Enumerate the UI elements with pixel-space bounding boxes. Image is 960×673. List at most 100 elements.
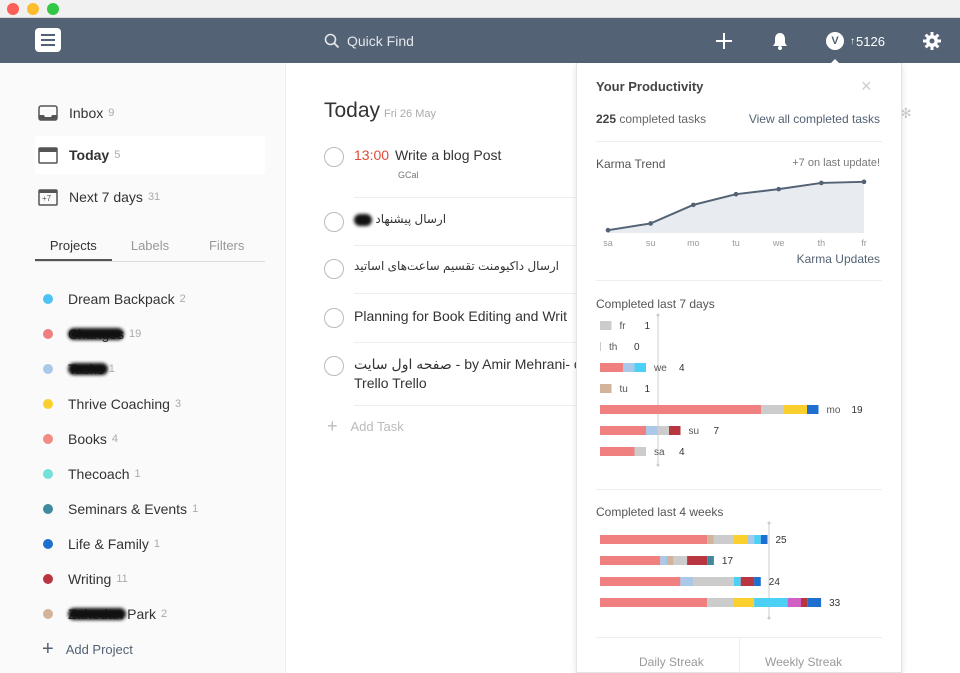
task-item[interactable]: 13:00 Write a blog Post	[324, 146, 584, 206]
project-label: Writing	[68, 571, 112, 587]
bar-category-label: tu	[620, 384, 628, 395]
project-count: 4	[111, 433, 119, 445]
gear-icon	[923, 32, 941, 50]
add-task-button[interactable]: + Add Task	[327, 416, 404, 437]
inbox-label: Inbox	[69, 105, 104, 121]
project-count: 19	[129, 328, 142, 340]
popover-caret	[828, 59, 842, 66]
add-task-button[interactable]	[713, 30, 735, 52]
calendar-icon	[37, 145, 59, 165]
karma-updates-link[interactable]: Karma Updates	[796, 252, 880, 266]
redacted-text	[68, 363, 108, 375]
karma-arrow: ↑	[850, 35, 855, 47]
tab-labels[interactable]: Labels	[130, 238, 170, 253]
add-project-button[interactable]: + Add Project	[42, 639, 133, 659]
today-label: Today	[69, 147, 110, 163]
sidebar-project[interactable]: Seminars & Events 1	[43, 499, 198, 519]
karma-point	[648, 221, 653, 226]
project-count: 3	[174, 398, 182, 410]
bar-segment	[734, 577, 741, 586]
main-content: Today Fri 26 May ✻ 13:00 Write a blog Post…	[287, 63, 960, 673]
task-checkbox[interactable]	[324, 356, 344, 376]
sidebar-item-inbox[interactable]: Inbox 9	[35, 94, 265, 132]
project-color-dot	[43, 504, 53, 514]
task-item[interactable]: صفحه اول سایت - by Amir Mehrani- on Trel…	[324, 355, 589, 407]
bar-segment	[600, 447, 635, 456]
karma-point	[776, 186, 781, 192]
quick-find[interactable]: Quick Find	[324, 30, 414, 52]
karma-tick-label: th	[818, 238, 826, 248]
search-icon	[324, 33, 340, 49]
karma-point	[819, 180, 824, 186]
project-color-dot	[43, 574, 53, 584]
bar-value-label: 1	[645, 321, 651, 332]
sidebar-project[interactable]: Thecoach 1	[43, 464, 141, 484]
sidebar-project[interactable]: Dream Backpack 2	[43, 289, 186, 309]
sidebar-project[interactable]: Books 4	[43, 429, 118, 449]
sidebar-project[interactable]: Changes19	[43, 324, 141, 344]
task-title-text: ارسال پیشنهاد	[375, 212, 447, 226]
sidebar-item-today[interactable]: Today 5	[35, 136, 265, 174]
bar-segment	[600, 405, 761, 414]
task-item[interactable]: Planning for Book Editing and Writ	[324, 307, 584, 352]
project-color-dot	[43, 294, 53, 304]
bar-segment	[600, 426, 646, 435]
bell-icon	[773, 33, 787, 50]
close-window-button[interactable]	[7, 3, 19, 15]
sidebar-project[interactable]: Tasks1	[43, 359, 115, 379]
project-label: Dream Backpack	[68, 291, 175, 307]
view-options-icon[interactable]: ✻	[900, 105, 912, 121]
view-all-completed-link[interactable]: View all completed tasks	[748, 112, 880, 126]
sidebar-project[interactable]: Life & Family 1	[43, 534, 160, 554]
project-label: Life & Family	[68, 536, 149, 552]
project-color-dot	[43, 539, 53, 549]
task-checkbox[interactable]	[324, 212, 344, 232]
notifications-button[interactable]	[769, 30, 791, 52]
task-checkbox[interactable]	[324, 308, 344, 328]
zoom-window-button[interactable]	[47, 3, 59, 15]
page-title-text: Today	[324, 99, 381, 122]
sidebar-project[interactable]: Thrive Coaching 3	[43, 394, 181, 414]
bar-segment	[760, 535, 768, 544]
task-item[interactable]: ارسال پیشنهاد	[324, 212, 584, 257]
project-color-dot	[43, 434, 53, 444]
task-checkbox[interactable]	[324, 147, 344, 167]
last-7-days-chart: fr 1 th 0 we 4 tu 1 mo 19 su 7 sa 4	[600, 313, 863, 467]
sidebar-item-next-7-days[interactable]: +7 Next 7 days 31	[35, 178, 265, 216]
karma-indicator[interactable]: V ↑ 5126	[826, 30, 885, 52]
bar-segment	[787, 598, 801, 607]
bar-segment	[734, 598, 755, 607]
bar-category-label: we	[653, 363, 667, 374]
project-color-dot	[43, 364, 53, 374]
bar-segment	[807, 405, 819, 414]
daily-streak-label: Daily Streak	[639, 655, 704, 669]
last-4-weeks-chart: 25 17 24 33	[600, 521, 841, 620]
bar-segment	[740, 577, 755, 586]
todoist-logo-icon[interactable]	[35, 28, 61, 52]
last-4-weeks-title: Completed last 4 weeks	[596, 505, 724, 519]
task-checkbox[interactable]	[324, 259, 344, 279]
bar-category-label: sa	[654, 447, 665, 458]
tab-projects[interactable]: Projects	[35, 238, 112, 261]
project-count: 1	[134, 468, 141, 480]
bar-segment	[669, 426, 681, 435]
bar-value-label: 1	[645, 384, 651, 395]
bar-category-label: fr	[620, 321, 627, 332]
close-icon[interactable]: ×	[861, 76, 872, 96]
bar-segment	[707, 535, 714, 544]
tab-filters[interactable]: Filters	[208, 238, 245, 253]
karma-point	[605, 227, 611, 233]
settings-button[interactable]	[921, 30, 943, 52]
project-label: Thecoach	[68, 466, 130, 482]
bar-segment	[600, 342, 601, 351]
page-title: Today Fri 26 May	[324, 99, 436, 123]
task-item[interactable]: ارسال داکیومنت تقسیم ساعت‌های اساتید	[324, 259, 584, 304]
sidebar-project[interactable]: Writing 11	[43, 569, 128, 589]
productivity-popover: Your Productivity × 225 completed tasks …	[576, 63, 902, 673]
bar-segment	[761, 405, 784, 414]
bar-segment	[807, 598, 822, 607]
bar-segment	[673, 556, 688, 565]
minimize-window-button[interactable]	[27, 3, 39, 15]
project-color-dot	[43, 469, 53, 479]
